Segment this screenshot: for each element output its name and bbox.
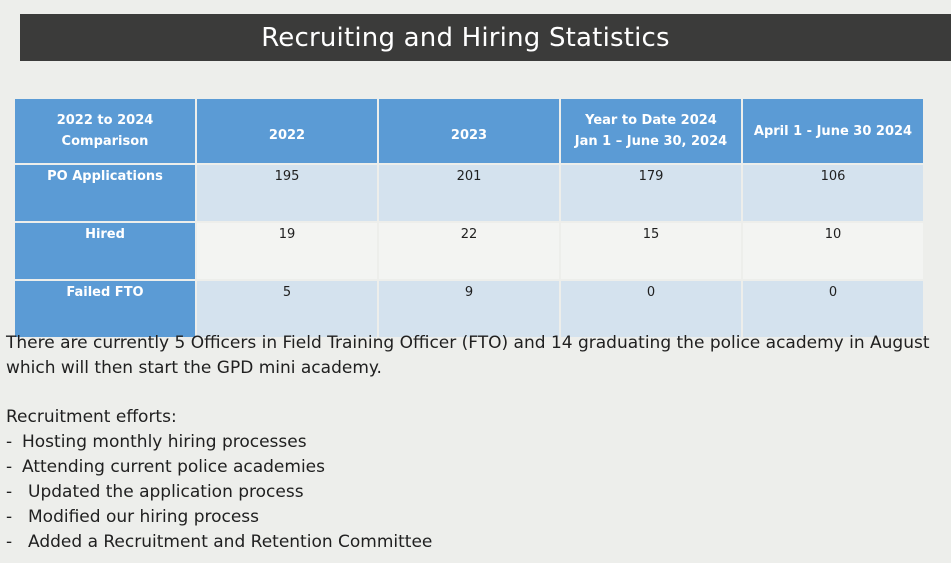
header-2023: 2023 [379,99,559,163]
header-line: 2022 to 2024 [56,113,154,128]
header-comparison: 2022 to 2024 Comparison [15,99,195,163]
row-label: PO Applications [15,165,195,221]
efforts-list: - Hosting monthly hiring processes - Atten… [6,430,946,555]
efforts-heading: Recruitment efforts: [6,407,177,427]
header-line: 2023 [450,127,488,143]
list-item: - Updated the application process [6,482,304,502]
list-item: - Hosting monthly hiring processes [6,432,307,452]
effort-text: Modified our hiring process [28,507,260,527]
table-row: Hired 19 22 15 10 [15,223,923,279]
table-cell: 10 [743,223,923,279]
header-line: Year to Date 2024 [585,113,717,128]
fto-note: There are currently 5 Officers in Field … [6,333,930,378]
table-cell: 19 [197,223,377,279]
effort-text: Updated the application process [28,482,304,502]
row-label: Failed FTO [15,281,195,337]
list-item: - Modified our hiring process [6,507,260,527]
table-row: PO Applications 195 201 179 106 [15,165,923,221]
table-cell: 106 [743,165,923,221]
table-cell: 0 [743,281,923,337]
stats-table: 2022 to 2024 Comparison 2022 2023 Year t… [13,97,925,339]
table-cell: 9 [379,281,559,337]
row-label: Hired [15,223,195,279]
header-q2-2024: April 1 - June 30 2024 [743,99,923,163]
list-item: - Attending current police academies [6,457,325,477]
table-cell: 15 [561,223,741,279]
header-line: 2022 [268,127,306,143]
table-cell: 201 [379,165,559,221]
title-bar: Recruiting and Hiring Statistics [20,14,951,61]
slide-title: Recruiting and Hiring Statistics [261,22,670,53]
header-line: Jan 1 – June 30, 2024 [574,134,728,149]
table-cell: 5 [197,281,377,337]
header-line: Comparison [61,134,149,149]
list-item: - Added a Recruitment and Retention Commi… [6,532,433,552]
effort-text: Added a Recruitment and Retention Commit… [28,532,433,552]
table-cell: 0 [561,281,741,337]
header-line: April 1 - June 30 2024 [753,123,913,139]
header-ytd-2024: Year to Date 2024 Jan 1 – June 30, 2024 [561,99,741,163]
effort-text: Attending current police academies [22,457,325,477]
table-cell: 195 [197,165,377,221]
table-cell: 22 [379,223,559,279]
table-header-row: 2022 to 2024 Comparison 2022 2023 Year t… [15,99,923,163]
notes-section: There are currently 5 Officers in Field … [6,331,946,555]
effort-text: Hosting monthly hiring processes [22,432,307,452]
table-row: Failed FTO 5 9 0 0 [15,281,923,337]
table-cell: 179 [561,165,741,221]
header-2022: 2022 [197,99,377,163]
